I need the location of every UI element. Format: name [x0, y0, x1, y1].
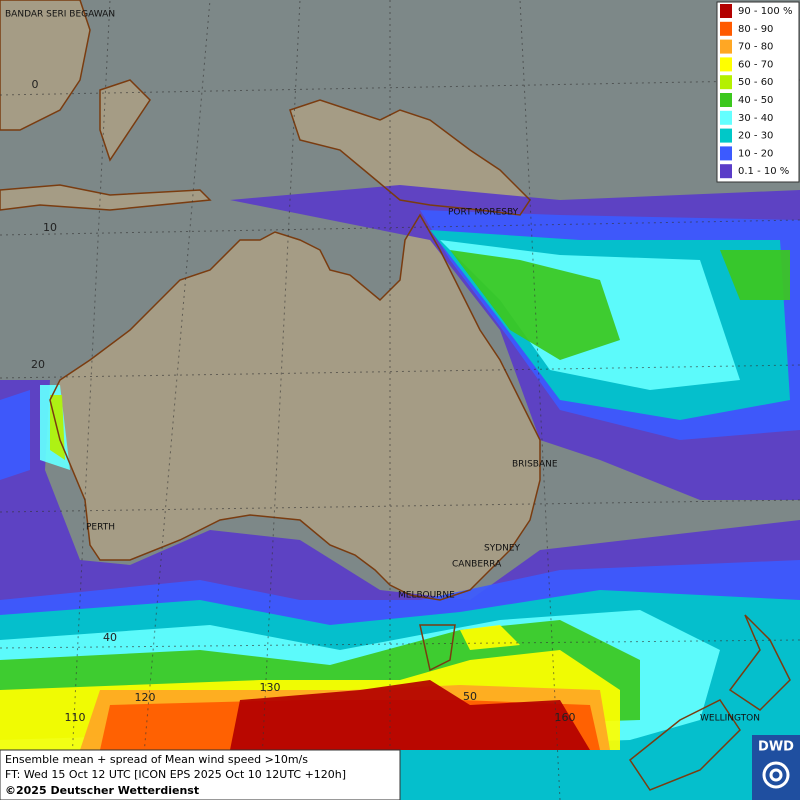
legend-label: 30 - 40 — [738, 113, 773, 124]
logo-swirl — [769, 768, 783, 782]
grid-label: 40 — [103, 631, 117, 644]
grid-label: 0 — [32, 78, 39, 91]
probability-area — [230, 680, 590, 750]
grid-label: 50 — [463, 690, 477, 703]
labels: 0 10 20 40 50 110 120 130 160 BANDAR SERI BEGAWAN… — [5, 10, 760, 725]
grid-label: 10 — [43, 221, 57, 234]
city-label: MELBOURNE — [398, 591, 455, 601]
probability-area — [0, 390, 30, 480]
city-label: SYDNEY — [484, 544, 521, 554]
legend-label: 40 - 50 — [738, 95, 773, 106]
landmass — [0, 185, 210, 210]
grid-label: 130 — [260, 681, 281, 694]
legend-label: 80 - 90 — [738, 24, 773, 35]
landmass — [100, 80, 150, 160]
coastline — [419, 624, 456, 672]
legend-swatch — [720, 128, 732, 143]
logo-box — [752, 735, 800, 800]
coastline — [49, 213, 541, 601]
coastline — [728, 614, 791, 711]
legend-label: 50 - 60 — [738, 77, 773, 88]
legend-swatch — [720, 57, 732, 72]
probability-fields — [0, 185, 800, 800]
graticule-line — [0, 219, 800, 236]
city-label: WELLINGTON — [700, 714, 760, 724]
graticule-line — [0, 364, 800, 379]
city-label: PORT MORESBY — [448, 208, 519, 218]
graticule-line — [69, 0, 111, 800]
probability-area — [450, 250, 620, 360]
grid-label: 20 — [31, 358, 45, 371]
coastline — [628, 699, 741, 791]
caption-box — [0, 749, 401, 800]
graticule-line — [139, 0, 211, 800]
legend-label: 70 - 80 — [738, 42, 773, 53]
landmass — [50, 215, 540, 600]
grid-label: 120 — [135, 691, 156, 704]
legend-swatch — [720, 146, 732, 161]
landmass — [290, 100, 530, 215]
legend-swatch — [720, 164, 732, 179]
city-label: BRISBANE — [512, 460, 558, 470]
coastline — [99, 79, 151, 162]
legend: 90 - 100 % 80 - 90 70 - 80 60 - 70 50 - 60 40… — [716, 1, 800, 183]
legend-swatch — [720, 93, 732, 107]
caption: Ensemble mean + spread of Mean wind spee… — [5, 753, 308, 766]
caption: ©2025 Deutscher Wetterdienst — [5, 784, 199, 797]
caption: FT: Wed 15 Oct 12 UTC [ICON EPS 2025 Oct… — [5, 768, 346, 781]
graticule-line — [0, 79, 800, 96]
coastline — [0, 0, 91, 131]
legend-swatch — [720, 21, 732, 36]
graticule-line — [0, 639, 800, 649]
legend-swatch — [720, 4, 732, 18]
city-label: CANBERRA — [452, 560, 502, 570]
legend-label: 10 - 20 — [738, 148, 773, 159]
graticule-line — [0, 499, 800, 513]
graticule-line — [259, 0, 301, 800]
logo: DWD — [758, 740, 794, 755]
legend-swatch — [720, 75, 732, 90]
legend-label: 90 - 100 % — [738, 6, 792, 17]
grid-label: 110 — [65, 711, 86, 724]
graticule-line — [519, 0, 561, 800]
legend-label: 60 - 70 — [738, 59, 773, 70]
legend-label: 20 - 30 — [738, 131, 773, 142]
legend-swatch — [720, 39, 732, 54]
coastline — [0, 184, 212, 211]
city-label: PERTH — [86, 523, 115, 533]
legend-label: 0.1 - 10 % — [738, 166, 789, 177]
city-label: BANDAR SERI BEGAWAN — [5, 10, 115, 20]
logo-swirl — [762, 761, 790, 789]
legend-swatch — [720, 110, 732, 125]
grid-label: 160 — [555, 711, 576, 724]
probability-area — [720, 250, 790, 300]
